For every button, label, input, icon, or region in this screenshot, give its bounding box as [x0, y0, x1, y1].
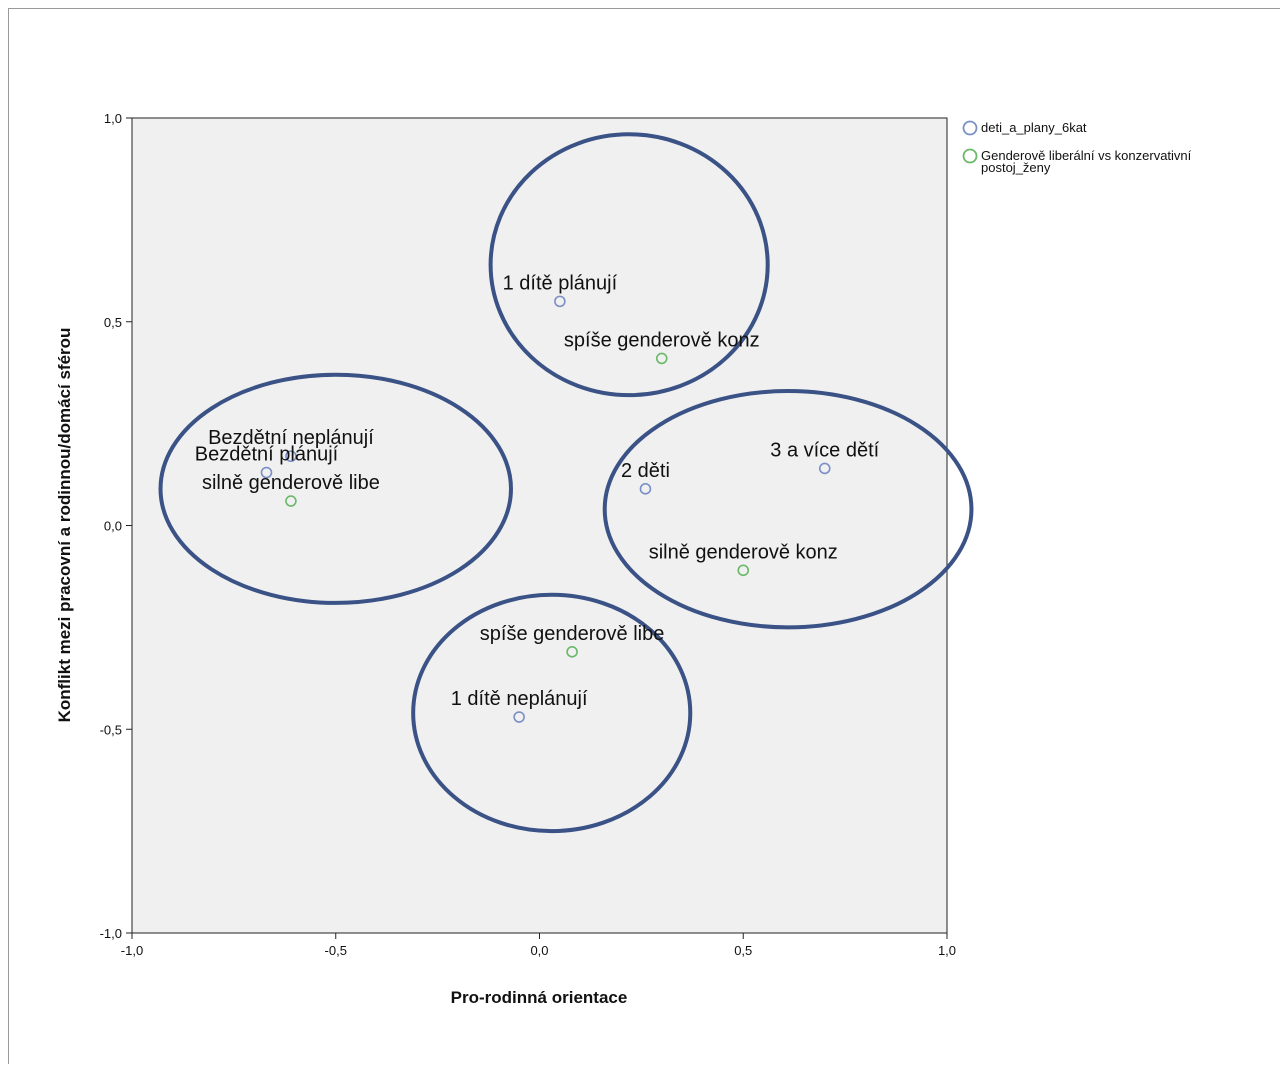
point-label: 1 dítě neplánují — [451, 688, 588, 710]
data-point — [655, 352, 668, 365]
legend: deti_a_plany_6kat Genderově liberální vs … — [962, 120, 1192, 175]
data-point — [554, 295, 566, 308]
data-point — [566, 646, 578, 658]
cluster-ellipse — [158, 372, 513, 605]
data-point — [737, 564, 750, 577]
x-tick-label: -1,0 — [121, 943, 143, 958]
x-tick-label: -0,5 — [325, 943, 347, 958]
point-label: spíše genderově libe — [480, 623, 665, 645]
point-label: 3 a více dětí — [770, 439, 879, 461]
data-point — [639, 483, 652, 495]
y-tick-label: -0,5 — [100, 722, 122, 737]
point-label: 2 děti — [621, 460, 670, 482]
x-tick-label: 0,5 — [734, 943, 752, 958]
point-label: 1 dítě plánují — [503, 272, 618, 294]
data-point — [818, 462, 831, 475]
point-label: Bezdětní plánují — [195, 444, 339, 466]
data-points: 1 dítě plánují Bezdětní neplánujíBezdětní… — [195, 272, 880, 723]
cluster-ellipse — [602, 389, 974, 630]
cluster-ellipses — [158, 132, 974, 834]
y-tick-label: 0,0 — [104, 519, 122, 534]
cluster-ellipse — [411, 592, 693, 834]
plot-area — [131, 117, 948, 934]
data-point — [285, 450, 297, 463]
x-tick-label: 0,0 — [530, 943, 548, 958]
chart-frame — [8, 8, 1280, 1064]
legend-marker — [962, 120, 978, 136]
data-point — [513, 711, 525, 723]
cluster-ellipse — [488, 132, 770, 398]
y-tick-label: -1,0 — [100, 926, 122, 941]
point-label: silně genderově libe — [202, 472, 380, 494]
point-label: Bezdětní neplánují — [208, 427, 374, 449]
y-axis-title: Konflikt mezi pracovní a rodinnou/domácí… — [55, 328, 74, 723]
point-label: silně genderově konz — [649, 541, 838, 563]
data-point — [260, 466, 273, 479]
x-tick-label: 1,0 — [938, 943, 956, 958]
point-label: spíše genderově konz — [564, 329, 760, 351]
y-tick-label: 0,5 — [104, 315, 122, 330]
legend-marker — [962, 148, 978, 164]
legend-label: postoj_ženy — [981, 160, 1051, 175]
legend-label: Genderově liberální vs konzervativní — [981, 148, 1192, 163]
x-axis: -1,0 -0,5 0,0 0,5 1,0 — [121, 933, 956, 958]
y-tick-label: 1,0 — [104, 111, 122, 126]
y-axis: 1,0 0,5 0,0 -0,5 -1,0 — [100, 111, 132, 941]
legend-label: deti_a_plany_6kat — [981, 120, 1087, 135]
x-axis-title: Pro-rodinná orientace — [451, 988, 628, 1007]
data-point — [285, 495, 297, 507]
